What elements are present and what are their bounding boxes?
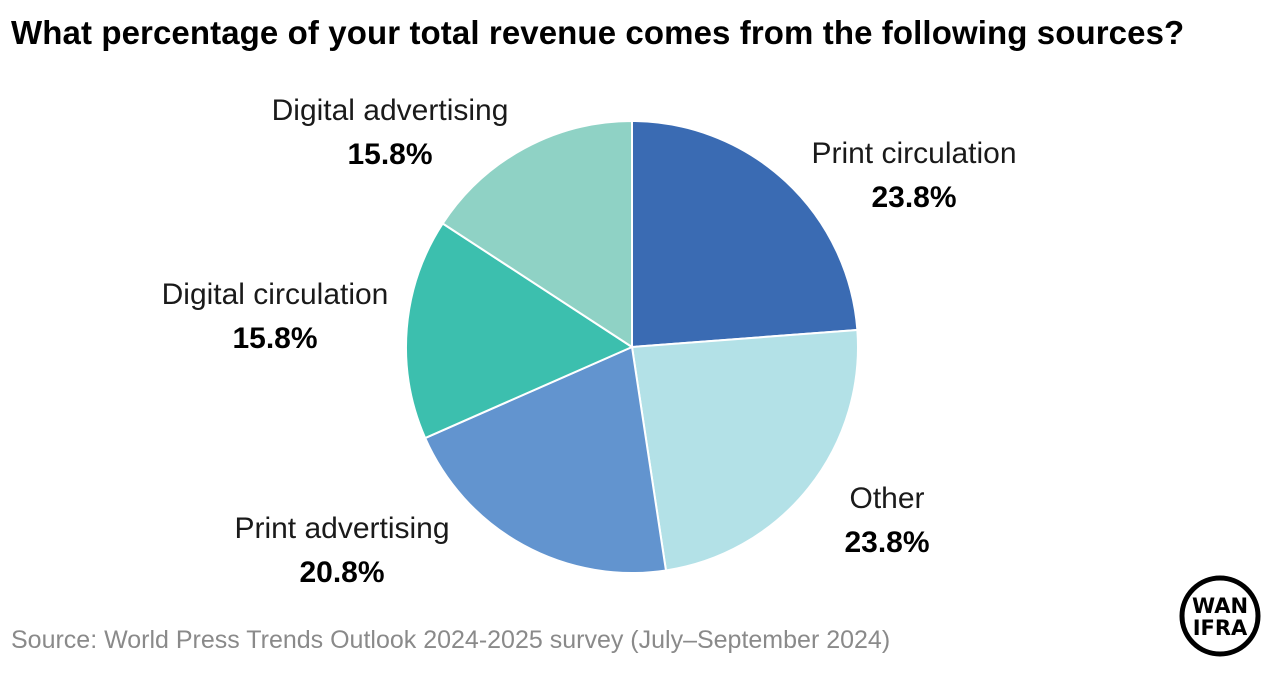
slice-label-digital-advertising: Digital advertising [272,94,509,127]
pie-slice-digital-advertising [441,120,633,348]
chart-title: What percentage of your total revenue co… [11,14,1185,51]
pie-slices [405,120,859,574]
slice-value-other: 23.8% [844,526,929,559]
slice-value-digital-advertising: 15.8% [347,138,432,171]
slice-label-print-circulation: Print circulation [811,137,1016,170]
pie-labels: Print circulation 23.8% Other 23.8% Print ad… [162,94,1017,589]
source-note: Source: World Press Trends Outlook 2024-… [11,626,891,654]
slice-value-digital-circulation: 15.8% [232,322,317,355]
pie-slice-print-advertising [424,346,667,574]
slice-label-digital-circulation: Digital circulation [162,278,389,311]
logo-line-2: IFRA [1193,616,1248,640]
slice-label-other: Other [849,482,924,515]
slice-label-print-advertising: Print advertising [234,512,449,545]
slice-value-print-circulation: 23.8% [871,181,956,214]
logo-line-1: WAN [1192,594,1248,618]
wan-ifra-logo: WAN IFRA [1179,575,1261,657]
pie-slice-other [631,328,859,572]
pie-slice-print-circulation [631,120,859,348]
slice-value-print-advertising: 20.8% [299,556,384,589]
pie-slice-digital-circulation [405,222,633,440]
